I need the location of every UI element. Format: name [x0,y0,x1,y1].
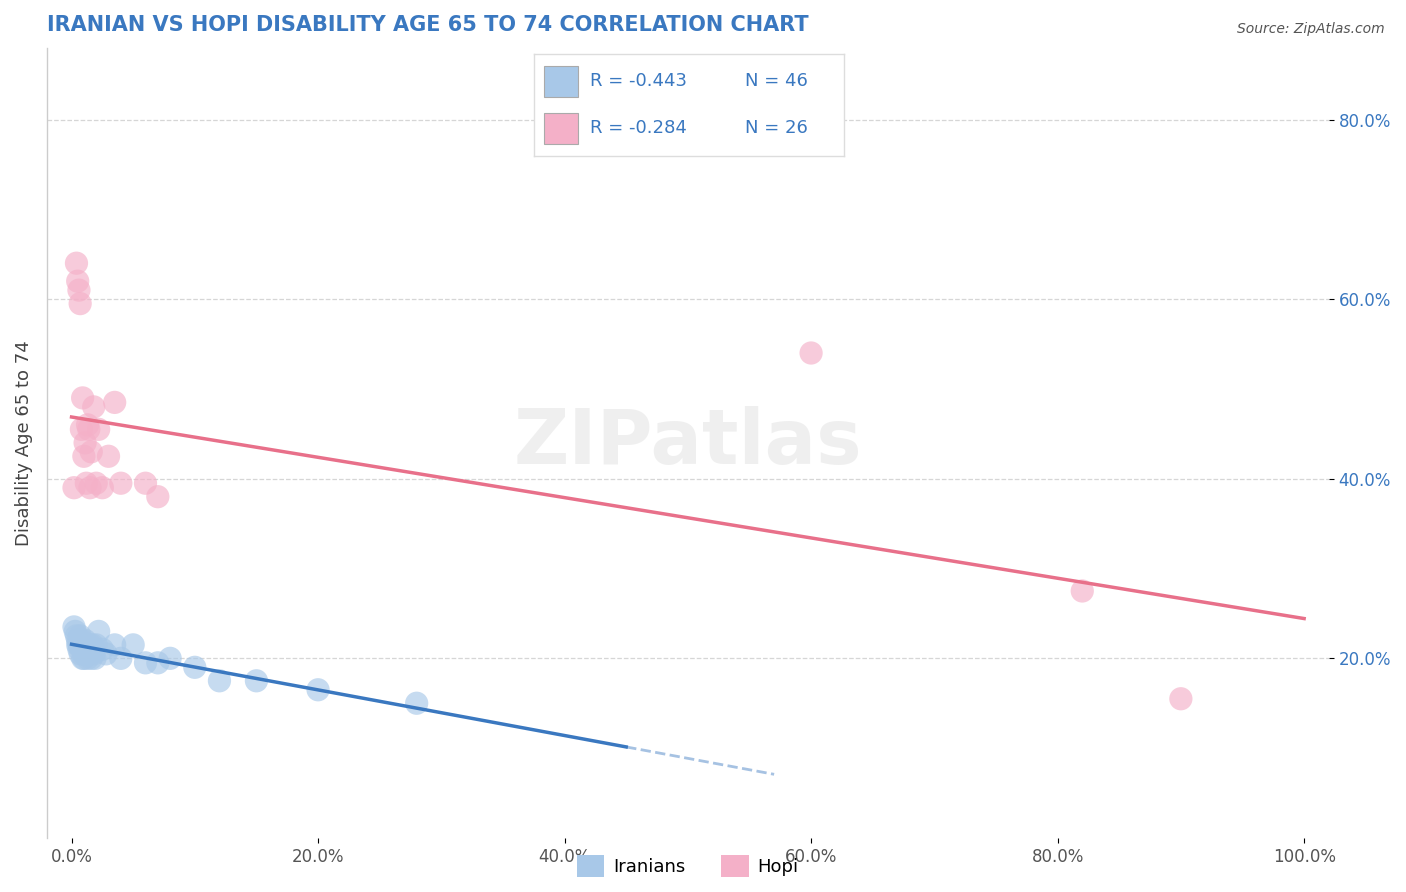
Point [75,647,97,661]
Point [70,422,93,436]
Point [65,629,87,643]
Point [87,422,110,436]
Point [94,647,117,661]
Point [66,633,89,648]
Point [69,647,91,661]
Point [69,296,91,310]
Point [122,638,145,652]
Point [66,638,89,652]
Point [73,638,96,652]
Point [134,476,156,491]
Point [84,651,107,665]
Point [72,642,94,657]
Point [146,490,169,504]
Point [73,647,96,661]
Point [75,638,97,652]
Point [75,633,97,648]
Point [800,346,823,360]
Point [110,651,132,665]
Text: R = -0.443: R = -0.443 [591,72,688,90]
Point [79,481,101,495]
Point [76,417,98,432]
Point [84,638,107,652]
Point [72,651,94,665]
Point [76,651,98,665]
Point [146,656,169,670]
Point [75,476,97,491]
Point [91,481,114,495]
Legend: Iranians, Hopi: Iranians, Hopi [569,847,806,884]
Point [79,642,101,657]
Point [104,638,127,652]
Point [75,642,97,657]
Point [1170,691,1192,706]
Point [70,638,93,652]
Point [63,620,86,634]
Point [134,656,156,670]
Point [77,647,100,661]
Point [97,450,120,464]
Point [69,638,91,652]
Point [77,422,100,436]
Point [83,642,105,657]
FancyBboxPatch shape [544,66,578,96]
Point [73,450,96,464]
Point [69,629,91,643]
Point [83,400,105,414]
Point [80,444,103,458]
Point [405,696,427,710]
Point [84,476,107,491]
Point [80,651,103,665]
Point [87,624,110,639]
Point [159,651,181,665]
Point [65,624,87,639]
Text: IRANIAN VS HOPI DISABILITY AGE 65 TO 74 CORRELATION CHART: IRANIAN VS HOPI DISABILITY AGE 65 TO 74 … [46,15,808,35]
Text: Source: ZipAtlas.com: Source: ZipAtlas.com [1237,22,1385,37]
Point [83,647,105,661]
Point [184,660,207,674]
Point [67,642,90,657]
Y-axis label: Disability Age 65 to 74: Disability Age 65 to 74 [15,340,32,546]
Text: R = -0.284: R = -0.284 [591,120,688,137]
Point [245,673,267,688]
Point [70,633,93,648]
Point [67,638,90,652]
Point [110,476,132,491]
Point [208,673,231,688]
Text: N = 46: N = 46 [745,72,807,90]
Point [91,642,114,657]
Point [66,274,89,288]
Point [79,638,101,652]
Point [63,481,86,495]
Point [104,395,127,409]
Text: N = 26: N = 26 [745,120,807,137]
Point [307,682,329,697]
Point [67,283,90,297]
Point [1071,584,1094,599]
Point [76,642,98,657]
Point [65,256,87,270]
Point [82,638,104,652]
Point [72,391,94,405]
Point [73,651,96,665]
FancyBboxPatch shape [544,113,578,144]
Point [75,435,97,450]
Text: ZIPatlas: ZIPatlas [513,406,862,480]
